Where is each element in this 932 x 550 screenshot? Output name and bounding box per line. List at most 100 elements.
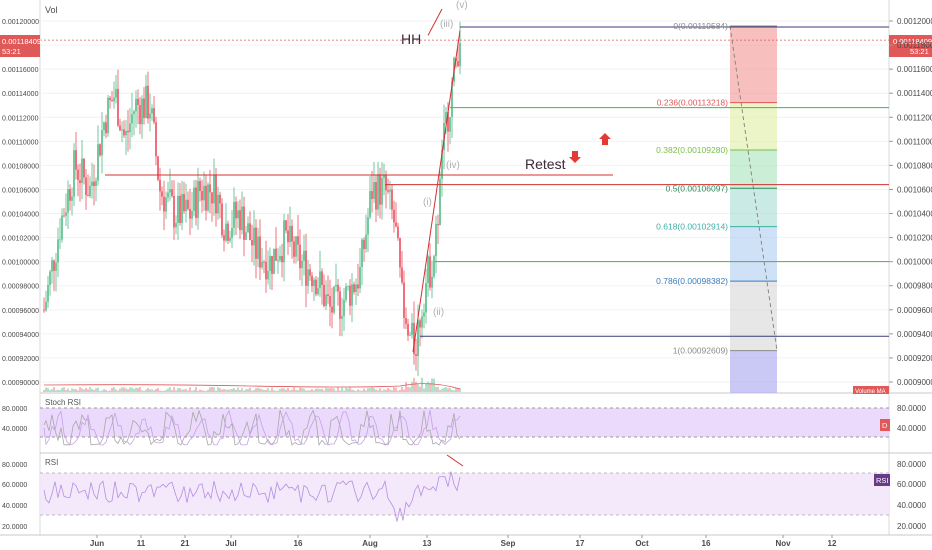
- indicator-panes[interactable]: [40, 407, 889, 522]
- price-tick-label: 0.00114000: [897, 89, 932, 98]
- candle-body: [63, 215, 65, 217]
- hh-mark-line: [427, 8, 443, 36]
- candle-body: [123, 129, 125, 136]
- volume-bar: [207, 389, 209, 392]
- price-tick-label: 0.00108000: [897, 161, 932, 170]
- volume-bar: [55, 390, 57, 392]
- candle-body: [435, 223, 437, 257]
- candle-body: [441, 150, 443, 179]
- candle-body: [251, 239, 253, 246]
- volume-bar: [45, 387, 47, 392]
- candlesticks[interactable]: [43, 21, 461, 376]
- candle-body: [311, 275, 313, 287]
- volume-bar: [205, 390, 207, 392]
- candle-body: [241, 206, 243, 231]
- candle-body: [69, 189, 71, 201]
- candle-body: [309, 269, 311, 276]
- candle-body: [185, 199, 187, 212]
- volume-bar: [363, 388, 365, 392]
- candle-body: [183, 194, 185, 212]
- volume-bar: [237, 387, 239, 392]
- candle-body: [55, 262, 57, 271]
- volume-bar: [183, 389, 185, 392]
- volume-bar: [121, 387, 123, 392]
- candle-body: [413, 322, 415, 355]
- stoch-tick-label: 80.0000: [897, 404, 926, 413]
- volume-bar: [167, 388, 169, 392]
- candle-body: [303, 250, 305, 261]
- candle-body: [243, 206, 245, 240]
- candle-body: [105, 122, 107, 134]
- volume-bar: [131, 387, 133, 392]
- candle-body: [45, 301, 47, 311]
- volume-bar: [73, 389, 75, 392]
- candle-body: [405, 318, 407, 324]
- candle-body: [391, 189, 393, 210]
- candle-body: [247, 223, 249, 233]
- candle-body: [379, 174, 381, 205]
- volume-bar: [89, 387, 91, 392]
- price-tick-label: 0.00106000: [897, 185, 932, 194]
- rsi-divergence-line: [446, 454, 464, 467]
- volume-bar: [365, 390, 367, 392]
- drawings-layer[interactable]: [40, 8, 889, 467]
- wave-v-label: (v): [456, 0, 468, 11]
- candle-body: [313, 279, 315, 287]
- fib-retracement-boxes[interactable]: [729, 25, 778, 393]
- candle-body: [457, 61, 459, 67]
- volume-bar: [275, 390, 277, 392]
- candle-body: [135, 98, 137, 112]
- fib-zone: [730, 102, 777, 150]
- volume-bar: [169, 387, 171, 392]
- candle-body: [273, 248, 275, 274]
- price-axis-left[interactable]: 0.00120000 0.00116000 0.00114000 0.00112000…: [2, 19, 39, 387]
- volume-bar: [133, 388, 135, 392]
- volume-bar: [201, 390, 203, 392]
- candle-body: [289, 225, 291, 243]
- right-price-tag: [889, 35, 932, 57]
- volume-bar: [141, 390, 143, 392]
- volume-bar: [217, 387, 219, 392]
- retest-annotation[interactable]: Retest: [525, 156, 566, 172]
- volume-bar: [369, 388, 371, 392]
- volume-bar: [343, 390, 345, 392]
- candle-body: [95, 180, 97, 187]
- time-axis[interactable]: Jun 11 21 Jul 16 Aug 13 Sep 17 Oct 16 Nov 12: [90, 535, 837, 548]
- candle-body: [295, 236, 297, 257]
- candle-body: [339, 291, 341, 319]
- left-price-tick-label: 0.00112000: [2, 115, 39, 122]
- arrow-down-icon[interactable]: [569, 151, 581, 163]
- price-axis-right[interactable]: 0.00120000 0.00118000 0.00116000 0.00114000…: [889, 17, 932, 387]
- volume-bar: [323, 390, 325, 392]
- volume-bar: [187, 390, 189, 392]
- candle-body: [169, 189, 171, 193]
- candle-body: [109, 97, 111, 101]
- volume-bar: [325, 387, 327, 392]
- left-price-tick-label: 0.00090000: [2, 380, 39, 387]
- fib-zone: [730, 149, 777, 189]
- left-price-tag: [0, 35, 40, 57]
- volume-bar: [137, 388, 139, 392]
- candle-body: [447, 112, 449, 132]
- stoch-tag: [880, 419, 890, 431]
- candle-body: [285, 220, 287, 231]
- candle-body: [271, 256, 273, 274]
- impulse-trend-line: [412, 30, 461, 352]
- volume-bar: [415, 381, 417, 392]
- hh-annotation[interactable]: HH: [401, 31, 421, 47]
- volume-bar: [63, 387, 65, 392]
- candle-body: [139, 105, 141, 125]
- candle-body: [203, 185, 205, 201]
- candle-body: [423, 312, 425, 317]
- candle-body: [179, 195, 181, 223]
- volume-bar: [407, 386, 409, 392]
- candle-body: [431, 276, 433, 288]
- arrow-up-icon[interactable]: [599, 133, 611, 145]
- volume-bar: [199, 389, 201, 392]
- candle-body: [301, 260, 303, 269]
- rsi-title: RSI: [45, 458, 58, 467]
- price-tick-label: 0.00110000: [897, 137, 932, 146]
- candle-body: [57, 239, 59, 263]
- candle-body: [119, 125, 121, 131]
